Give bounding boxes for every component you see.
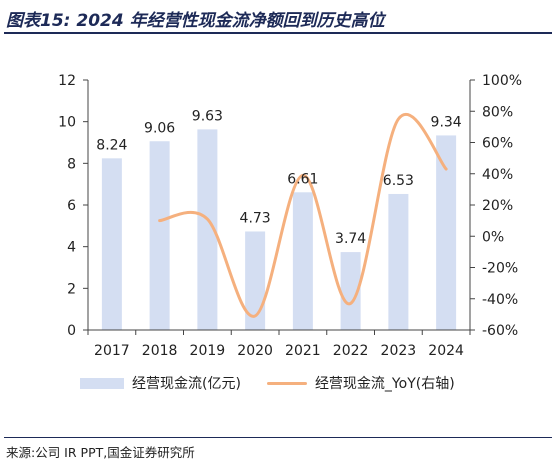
y-right-tick-label: 60% — [482, 136, 513, 152]
bar-2021 — [292, 192, 313, 330]
legend-item-bar: 经营现金流(亿元) — [80, 373, 241, 393]
title-divider — [4, 32, 552, 34]
x-tick-label: 2023 — [381, 343, 417, 359]
y-left-tick-label: 6 — [67, 198, 76, 214]
y-right-tick-label: 80% — [482, 104, 513, 120]
y-right-tick-label: -40% — [482, 292, 518, 308]
bar-2024 — [436, 135, 457, 330]
y-left-tick-label: 8 — [67, 156, 76, 172]
x-tick-label: 2019 — [190, 343, 226, 359]
data-label-2021: 6.61 — [287, 171, 318, 187]
x-tick-label: 2018 — [142, 343, 178, 359]
data-label-2018: 9.06 — [144, 120, 175, 136]
bar-2019 — [197, 129, 218, 330]
x-tick-label: 2020 — [237, 343, 273, 359]
figure-title: 图表15: 2024 年经营性现金流净额回到历史高位 — [6, 11, 385, 31]
legend-line-swatch — [266, 381, 307, 385]
legend-label-line: 经营现金流_YoY(右轴) — [314, 376, 455, 392]
bar-2023 — [388, 193, 409, 330]
source-divider — [4, 437, 552, 438]
y-left-tick-label: 10 — [58, 115, 76, 131]
bar-2017 — [101, 158, 122, 330]
y-left-tick-label: 0 — [67, 323, 76, 339]
legend: 经营现金流(亿元) 经营现金流_YoY(右轴) — [80, 374, 481, 392]
y-right-tick-label: 100% — [482, 73, 522, 89]
y-left-tick-label: 12 — [58, 73, 76, 89]
y-right-tick-label: 20% — [482, 198, 513, 214]
data-label-2020: 4.73 — [240, 210, 271, 226]
x-tick-label: 2022 — [333, 343, 369, 359]
x-tick-label: 2017 — [94, 343, 130, 359]
y-left-tick-label: 2 — [67, 281, 76, 297]
y-right-tick-label: -60% — [482, 323, 518, 339]
data-label-2023: 6.53 — [383, 173, 414, 189]
y-right-tick-label: 40% — [482, 167, 513, 183]
bar-2020 — [245, 231, 266, 330]
data-label-2022: 3.74 — [335, 231, 366, 247]
y-left-tick-label: 4 — [67, 240, 76, 256]
x-tick-label: 2021 — [285, 343, 321, 359]
bar-2022 — [340, 252, 361, 330]
yoy-line — [158, 113, 448, 318]
source-note: 来源:公司 IR PPT,国金证券研究所 — [6, 445, 195, 460]
data-label-2024: 9.34 — [431, 114, 462, 130]
bar-2018 — [149, 141, 170, 330]
x-tick-label: 2024 — [428, 343, 464, 359]
y-right-tick-label: -20% — [482, 261, 518, 277]
legend-bar-swatch — [80, 377, 124, 389]
data-label-2017: 8.24 — [96, 137, 127, 153]
data-label-2019: 9.63 — [192, 108, 223, 124]
y-right-tick-label: 0% — [482, 229, 504, 245]
legend-label-bar: 经营现金流(亿元) — [132, 376, 241, 392]
legend-item-line: 经营现金流_YoY(右轴) — [266, 373, 455, 393]
